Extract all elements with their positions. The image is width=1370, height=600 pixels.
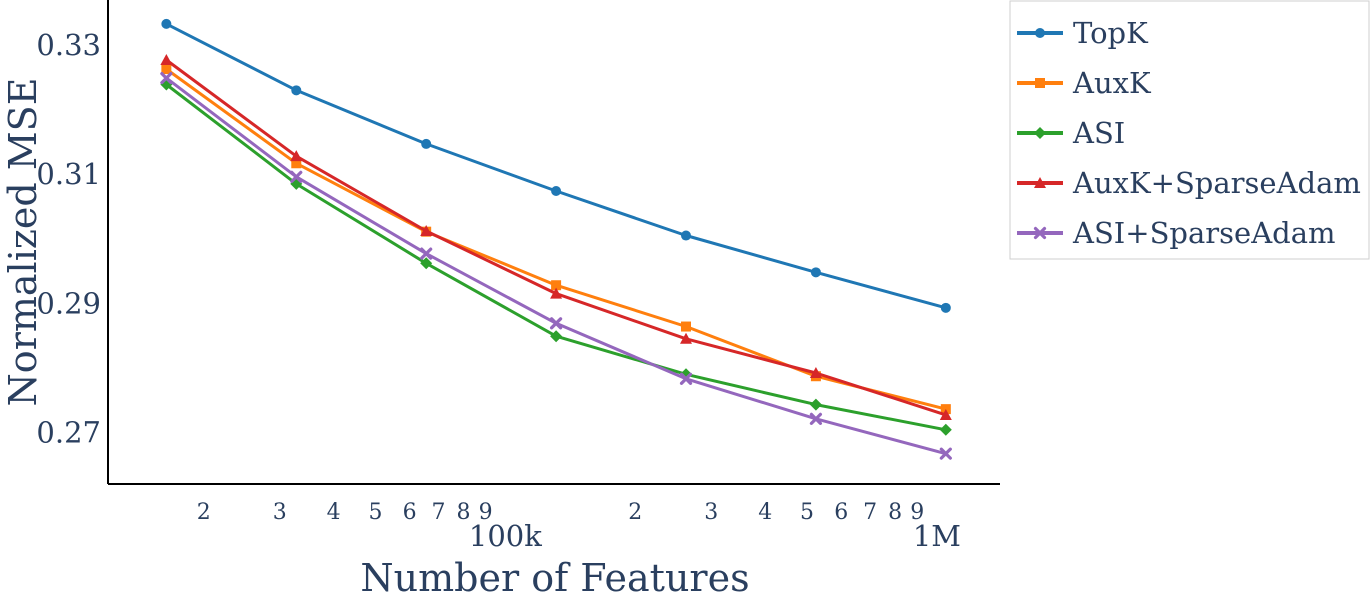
data-point <box>550 330 563 343</box>
legend-item: TopK <box>1017 16 1149 50</box>
x-tick-label: 3 <box>273 500 287 525</box>
data-point <box>291 158 302 169</box>
legend: TopK AuxK ASI AuxK+SparseAdam ASI+SparseAdam <box>1009 0 1370 260</box>
x-tick-label: 2 <box>628 500 642 525</box>
x-tick-label: 9 <box>910 500 924 525</box>
y-tick-label: 0.27 <box>36 415 101 449</box>
legend-label: AuxK <box>1072 66 1152 100</box>
x-tick-label: 4 <box>327 500 341 525</box>
series-auxk-sparseadam <box>160 54 952 420</box>
data-point <box>420 247 433 260</box>
y-tick-label: 0.29 <box>36 286 101 320</box>
data-point <box>939 447 952 460</box>
series-topk <box>161 18 951 313</box>
y-tick-label: 0.31 <box>36 157 101 191</box>
data-point <box>551 280 562 291</box>
axes <box>107 0 1000 485</box>
data-point <box>551 186 562 197</box>
x-tick-label: 1M <box>913 519 961 553</box>
x-tick-label: 7 <box>863 500 877 525</box>
data-point <box>420 225 433 237</box>
x-tick-label: 5 <box>800 500 814 525</box>
data-point <box>939 423 952 436</box>
series <box>160 18 952 460</box>
data-point <box>680 332 693 344</box>
legend-marker <box>1034 127 1046 139</box>
legend-label: AuxK+SparseAdam <box>1072 166 1361 200</box>
x-tick-label: 4 <box>758 500 772 525</box>
data-point <box>161 64 172 75</box>
x-tick-label: 8 <box>457 500 471 525</box>
legend-marker <box>1035 78 1045 88</box>
series-auxk <box>161 64 951 415</box>
data-point <box>421 138 432 149</box>
data-point <box>679 372 693 385</box>
data-point <box>290 170 303 183</box>
x-tick-label: 7 <box>432 500 446 525</box>
data-point <box>160 71 173 85</box>
data-point <box>939 408 952 420</box>
series-asi <box>160 78 952 436</box>
series-asi-sparseadam <box>160 71 952 460</box>
x-tick-label: 2 <box>197 500 211 525</box>
data-point <box>809 367 822 379</box>
y-tick-label: 0.33 <box>36 28 101 62</box>
legend-marker <box>1033 226 1047 240</box>
data-point <box>809 398 822 411</box>
x-tick-label: 6 <box>834 500 848 525</box>
legend-label: TopK <box>1073 16 1149 50</box>
legend-label: ASI <box>1072 116 1125 150</box>
legend-item: ASI <box>1017 116 1125 150</box>
legend-marker <box>1034 177 1046 188</box>
data-point <box>681 321 692 332</box>
legend-item: ASI+SparseAdam <box>1017 216 1336 250</box>
series-line <box>165 76 947 456</box>
data-point <box>681 230 692 241</box>
y-axis-title: Normalized MSE <box>1 78 45 407</box>
data-point <box>161 18 172 29</box>
data-point <box>160 54 173 66</box>
legend-label: ASI+SparseAdam <box>1072 216 1336 250</box>
x-axis-title: Number of Features <box>360 556 749 600</box>
x-tick-label: 9 <box>479 500 493 525</box>
data-point <box>291 85 302 96</box>
data-point <box>810 267 821 278</box>
data-point <box>940 302 951 313</box>
x-tick-label: 6 <box>403 500 417 525</box>
legend-box <box>1009 0 1370 260</box>
data-point <box>550 287 563 299</box>
x-tick-label: 3 <box>704 500 718 525</box>
x-tick-label: 5 <box>368 500 382 525</box>
data-point <box>420 257 433 270</box>
legend-item: AuxK+SparseAdam <box>1017 166 1361 200</box>
legend-marker <box>1035 28 1045 38</box>
data-point <box>290 150 303 162</box>
legend-item: AuxK <box>1017 66 1152 100</box>
series-line <box>165 67 947 411</box>
data-point <box>549 317 563 330</box>
data-point <box>809 412 823 425</box>
x-tick-label: 100k <box>469 519 542 553</box>
x-tick-label: 8 <box>888 500 902 525</box>
series-line <box>165 58 947 417</box>
